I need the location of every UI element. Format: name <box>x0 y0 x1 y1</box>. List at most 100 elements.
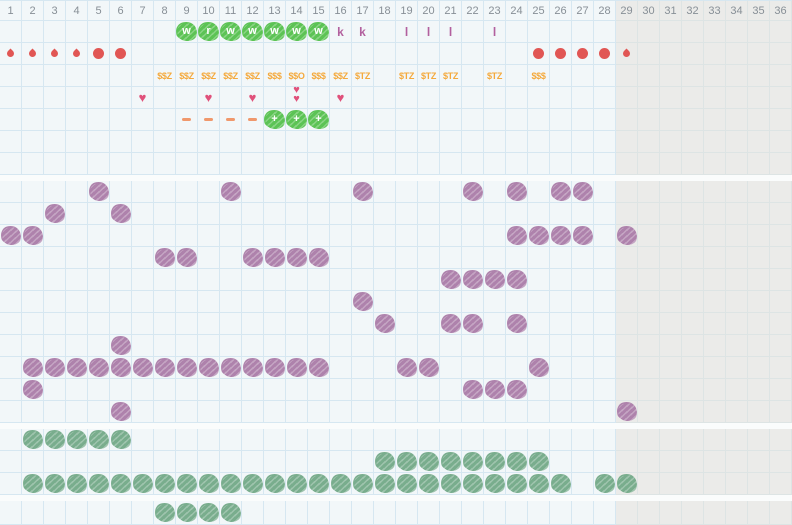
grid-cell[interactable] <box>484 379 506 401</box>
grid-cell[interactable] <box>726 87 748 109</box>
grid-cell[interactable] <box>374 379 396 401</box>
grid-cell[interactable] <box>220 501 242 525</box>
grid-cell[interactable] <box>242 451 264 473</box>
grid-cell[interactable] <box>484 429 506 451</box>
grid-cell[interactable] <box>44 247 66 269</box>
grid-cell[interactable] <box>484 313 506 335</box>
grid-cell[interactable] <box>638 21 660 43</box>
grid-cell[interactable] <box>132 87 154 109</box>
grid-cell[interactable] <box>44 357 66 379</box>
grid-cell[interactable] <box>528 131 550 153</box>
grid-cell[interactable] <box>66 313 88 335</box>
grid-cell[interactable] <box>748 429 770 451</box>
grid-cell[interactable] <box>396 181 418 203</box>
grid-cell[interactable] <box>616 357 638 379</box>
grid-cell[interactable] <box>66 225 88 247</box>
grid-cell[interactable] <box>176 291 198 313</box>
grid-cell[interactable] <box>462 181 484 203</box>
grid-cell[interactable] <box>0 269 22 291</box>
grid-cell[interactable]: $TZ <box>396 65 418 87</box>
grid-cell[interactable] <box>176 269 198 291</box>
grid-cell[interactable] <box>66 109 88 131</box>
grid-cell[interactable] <box>682 21 704 43</box>
grid-cell[interactable] <box>220 401 242 423</box>
grid-cell[interactable] <box>374 247 396 269</box>
grid-cell[interactable] <box>462 473 484 495</box>
grid-cell[interactable] <box>550 429 572 451</box>
grid-cell[interactable] <box>374 203 396 225</box>
grid-cell[interactable] <box>682 43 704 65</box>
grid-cell[interactable] <box>330 291 352 313</box>
grid-cell[interactable] <box>660 313 682 335</box>
grid-cell[interactable] <box>0 357 22 379</box>
grid-cell[interactable] <box>638 109 660 131</box>
grid-cell[interactable] <box>374 401 396 423</box>
grid-cell[interactable] <box>0 21 22 43</box>
grid-cell[interactable] <box>770 109 792 131</box>
grid-cell[interactable] <box>682 313 704 335</box>
grid-cell[interactable] <box>110 131 132 153</box>
grid-cell[interactable] <box>330 379 352 401</box>
grid-cell[interactable] <box>330 313 352 335</box>
grid-cell[interactable] <box>220 379 242 401</box>
grid-cell[interactable] <box>616 43 638 65</box>
grid-cell[interactable] <box>484 291 506 313</box>
grid-cell[interactable] <box>484 43 506 65</box>
grid-cell[interactable] <box>330 401 352 423</box>
grid-cell[interactable] <box>176 473 198 495</box>
grid-cell[interactable] <box>440 451 462 473</box>
grid-cell[interactable] <box>572 473 594 495</box>
grid-cell[interactable] <box>374 357 396 379</box>
grid-cell[interactable]: w <box>286 21 308 43</box>
grid-cell[interactable] <box>308 429 330 451</box>
grid-cell[interactable] <box>0 109 22 131</box>
grid-cell[interactable] <box>66 153 88 175</box>
grid-cell[interactable] <box>308 247 330 269</box>
grid-cell[interactable] <box>22 357 44 379</box>
grid-cell[interactable] <box>572 203 594 225</box>
grid-cell[interactable] <box>22 43 44 65</box>
grid-cell[interactable] <box>220 203 242 225</box>
grid-cell[interactable] <box>330 131 352 153</box>
grid-cell[interactable] <box>44 21 66 43</box>
grid-cell[interactable] <box>22 429 44 451</box>
grid-cell[interactable] <box>132 203 154 225</box>
grid-cell[interactable] <box>770 203 792 225</box>
grid-cell[interactable] <box>506 379 528 401</box>
grid-cell[interactable] <box>484 225 506 247</box>
grid-cell[interactable] <box>242 153 264 175</box>
grid-cell[interactable] <box>132 247 154 269</box>
grid-cell[interactable] <box>396 451 418 473</box>
grid-cell[interactable] <box>22 225 44 247</box>
grid-cell[interactable] <box>132 131 154 153</box>
grid-cell[interactable] <box>0 65 22 87</box>
grid-cell[interactable] <box>0 335 22 357</box>
grid-cell[interactable] <box>528 203 550 225</box>
grid-cell[interactable] <box>550 451 572 473</box>
grid-cell[interactable] <box>418 153 440 175</box>
grid-cell[interactable] <box>330 335 352 357</box>
grid-cell[interactable] <box>264 87 286 109</box>
grid-cell[interactable] <box>616 335 638 357</box>
grid-cell[interactable] <box>44 335 66 357</box>
grid-cell[interactable] <box>726 473 748 495</box>
grid-cell[interactable] <box>682 379 704 401</box>
grid-cell[interactable] <box>440 247 462 269</box>
grid-cell[interactable] <box>440 203 462 225</box>
grid-cell[interactable] <box>594 109 616 131</box>
grid-cell[interactable] <box>0 131 22 153</box>
grid-cell[interactable] <box>374 225 396 247</box>
grid-cell[interactable] <box>44 181 66 203</box>
grid-cell[interactable] <box>176 335 198 357</box>
grid-cell[interactable] <box>418 87 440 109</box>
grid-cell[interactable] <box>418 401 440 423</box>
grid-cell[interactable] <box>242 131 264 153</box>
grid-cell[interactable] <box>528 291 550 313</box>
grid-cell[interactable] <box>176 313 198 335</box>
grid-cell[interactable] <box>88 291 110 313</box>
grid-cell[interactable] <box>132 181 154 203</box>
grid-cell[interactable] <box>44 379 66 401</box>
grid-cell[interactable] <box>308 379 330 401</box>
grid-cell[interactable] <box>22 87 44 109</box>
grid-cell[interactable] <box>528 357 550 379</box>
